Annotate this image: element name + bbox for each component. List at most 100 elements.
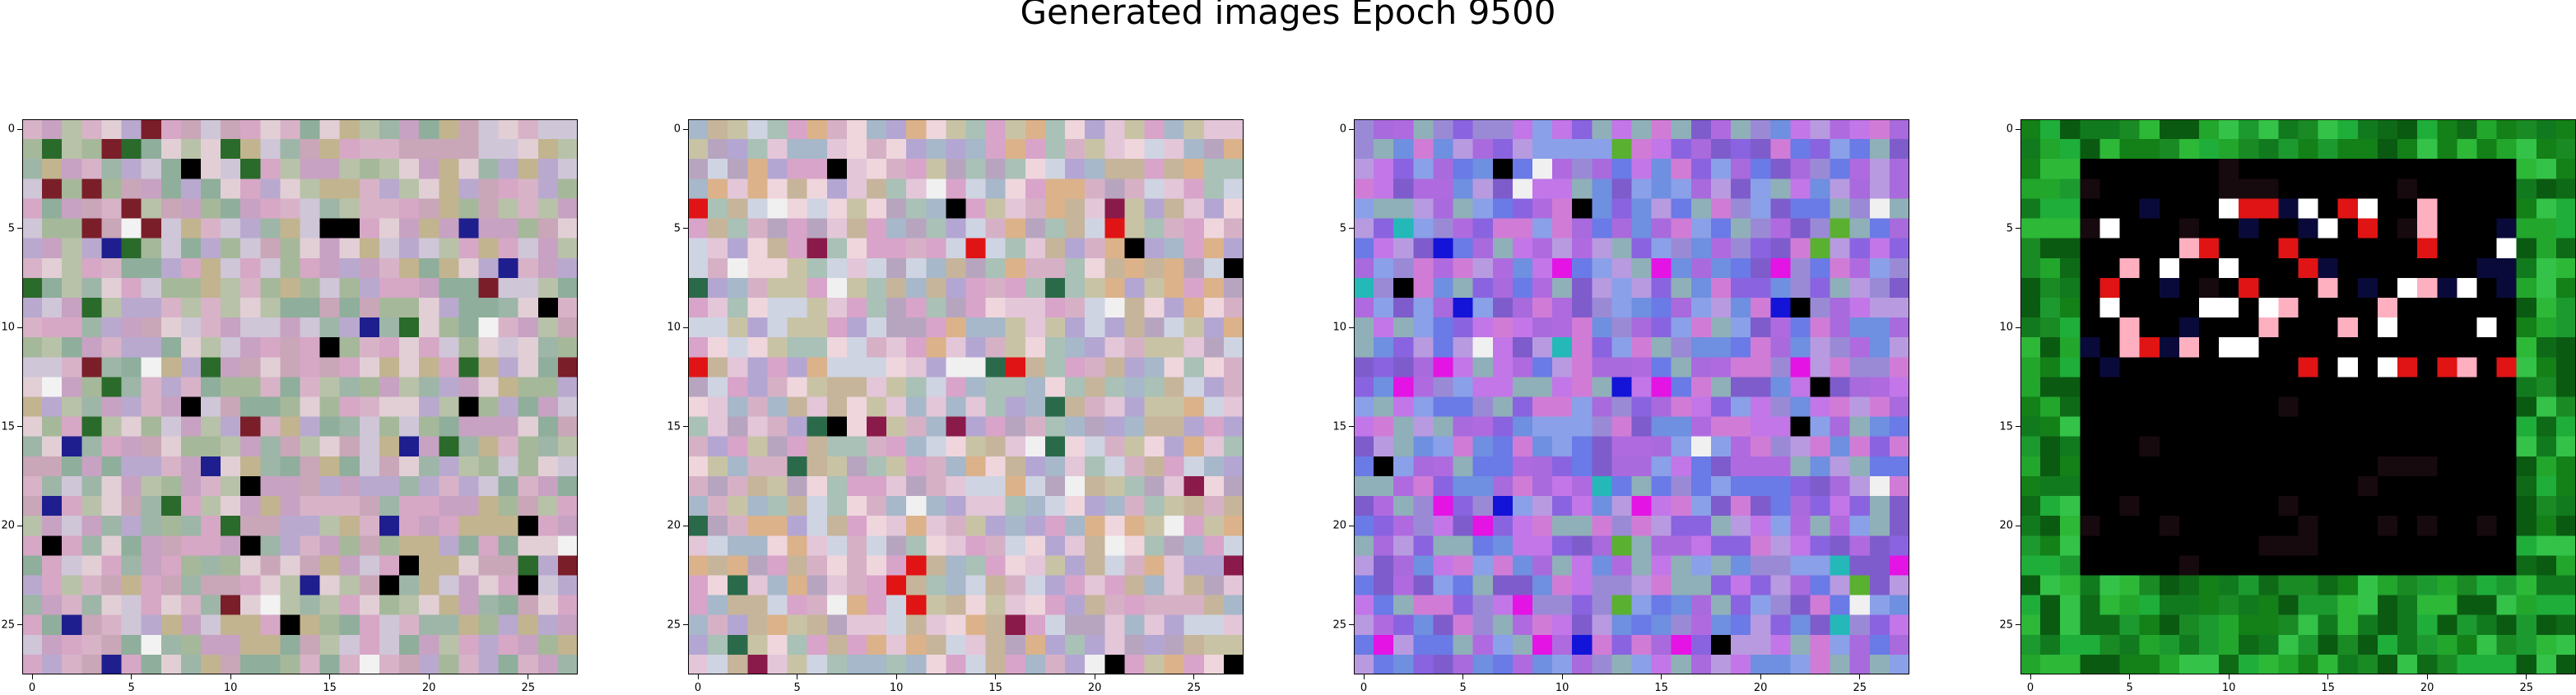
x-tick-label: 10 bbox=[1555, 682, 1569, 694]
image-panel-3: 0 5 10 15 20 25 0 5 10 15 20 25 bbox=[1332, 119, 1909, 693]
y-tick-label: 20 bbox=[1999, 519, 2013, 532]
y-tick-label: 15 bbox=[667, 420, 681, 433]
x-tick bbox=[1363, 674, 1365, 679]
y-tick bbox=[17, 128, 22, 130]
x-tick-label: 5 bbox=[1459, 682, 1467, 694]
x-tick bbox=[428, 674, 430, 679]
y-tick bbox=[2016, 426, 2020, 428]
heatmap-2 bbox=[688, 119, 1244, 674]
x-tick-label: 20 bbox=[1087, 682, 1102, 694]
chart-title: Generated images Epoch 9500 bbox=[1020, 0, 1556, 32]
y-tick bbox=[2016, 624, 2020, 626]
y-tick-label: 5 bbox=[2006, 222, 2013, 235]
axes-frame bbox=[22, 119, 578, 674]
x-tick bbox=[329, 674, 331, 679]
x-tick bbox=[2129, 674, 2131, 679]
x-tick bbox=[2526, 674, 2527, 679]
x-tick-label: 20 bbox=[421, 682, 436, 694]
x-tick bbox=[230, 674, 231, 679]
y-tick bbox=[1349, 128, 1354, 130]
y-tick bbox=[2016, 128, 2020, 130]
y-tick bbox=[683, 128, 688, 130]
y-tick-label: 25 bbox=[1, 619, 15, 632]
y-tick bbox=[1349, 228, 1354, 229]
x-tick-label: 20 bbox=[2420, 682, 2434, 694]
y-tick bbox=[2016, 228, 2020, 229]
x-tick-label: 25 bbox=[2519, 682, 2533, 694]
y-tick-label: 25 bbox=[1999, 619, 2013, 632]
y-tick bbox=[1349, 624, 1354, 626]
y-tick-label: 20 bbox=[1332, 519, 1346, 532]
x-tick-label: 5 bbox=[793, 682, 801, 694]
x-tick-label: 0 bbox=[694, 682, 702, 694]
x-tick-label: 15 bbox=[2321, 682, 2335, 694]
x-tick bbox=[2228, 674, 2230, 679]
x-tick bbox=[1561, 674, 1563, 679]
y-tick-label: 20 bbox=[1, 519, 15, 532]
image-panel-1: 0 5 10 15 20 25 0 5 10 15 20 25 bbox=[1, 119, 578, 693]
y-tick-label: 5 bbox=[673, 222, 681, 235]
y-tick-label: 0 bbox=[673, 123, 681, 136]
image-panel-2: 0 5 10 15 20 25 0 5 10 15 20 25 bbox=[667, 119, 1244, 693]
x-tick bbox=[1462, 674, 1464, 679]
y-tick-label: 25 bbox=[667, 619, 681, 632]
y-tick-label: 10 bbox=[1332, 321, 1346, 334]
y-tick-label: 0 bbox=[7, 123, 15, 136]
y-tick bbox=[683, 228, 688, 229]
y-tick bbox=[1349, 327, 1354, 328]
axes-frame bbox=[688, 119, 1244, 674]
y-tick-label: 25 bbox=[1332, 619, 1346, 632]
x-tick-label: 10 bbox=[223, 682, 238, 694]
y-tick bbox=[17, 624, 22, 626]
x-tick-label: 5 bbox=[128, 682, 135, 694]
x-tick-label: 10 bbox=[889, 682, 904, 694]
x-tick bbox=[697, 674, 699, 679]
y-tick-label: 15 bbox=[1, 420, 15, 433]
y-tick bbox=[683, 327, 688, 328]
y-tick bbox=[17, 228, 22, 229]
heatmap-4 bbox=[2020, 119, 2576, 674]
x-tick-label: 20 bbox=[1753, 682, 1768, 694]
y-tick-label: 10 bbox=[1999, 321, 2013, 334]
x-tick bbox=[2426, 674, 2428, 679]
y-tick-label: 0 bbox=[1339, 123, 1346, 136]
y-tick-label: 15 bbox=[1332, 420, 1346, 433]
y-tick bbox=[2016, 327, 2020, 328]
x-tick-label: 0 bbox=[2026, 682, 2034, 694]
image-panel-4: 0 5 10 15 20 25 0 5 10 15 20 25 bbox=[1999, 119, 2576, 693]
x-tick bbox=[995, 674, 997, 679]
y-tick-label: 10 bbox=[1, 321, 15, 334]
x-tick bbox=[1760, 674, 1761, 679]
y-tick-label: 20 bbox=[667, 519, 681, 532]
x-tick-label: 25 bbox=[1187, 682, 1201, 694]
x-tick bbox=[895, 674, 897, 679]
y-tick-label: 5 bbox=[1339, 222, 1346, 235]
y-tick bbox=[683, 624, 688, 626]
x-tick-label: 10 bbox=[2221, 682, 2236, 694]
x-tick-label: 5 bbox=[2126, 682, 2133, 694]
x-tick bbox=[1193, 674, 1195, 679]
x-tick-label: 25 bbox=[1853, 682, 1867, 694]
x-tick bbox=[1661, 674, 1662, 679]
x-tick bbox=[2030, 674, 2031, 679]
x-tick-label: 0 bbox=[28, 682, 36, 694]
y-tick-label: 5 bbox=[7, 222, 15, 235]
x-tick-label: 15 bbox=[988, 682, 1002, 694]
y-tick bbox=[17, 327, 22, 328]
x-tick-label: 0 bbox=[1360, 682, 1368, 694]
y-tick-label: 10 bbox=[667, 321, 681, 334]
x-tick-label: 15 bbox=[1654, 682, 1668, 694]
y-tick bbox=[683, 426, 688, 428]
y-tick-label: 0 bbox=[2006, 123, 2013, 136]
axes-frame bbox=[2020, 119, 2576, 674]
axes-frame bbox=[1354, 119, 1909, 674]
x-tick bbox=[31, 674, 33, 679]
x-tick bbox=[1859, 674, 1861, 679]
x-tick bbox=[131, 674, 133, 679]
y-tick bbox=[1349, 426, 1354, 428]
heatmap-3 bbox=[1354, 119, 1909, 674]
heatmap-1 bbox=[22, 119, 578, 674]
x-tick-label: 15 bbox=[323, 682, 337, 694]
y-tick-label: 15 bbox=[1999, 420, 2013, 433]
x-tick-label: 25 bbox=[521, 682, 535, 694]
